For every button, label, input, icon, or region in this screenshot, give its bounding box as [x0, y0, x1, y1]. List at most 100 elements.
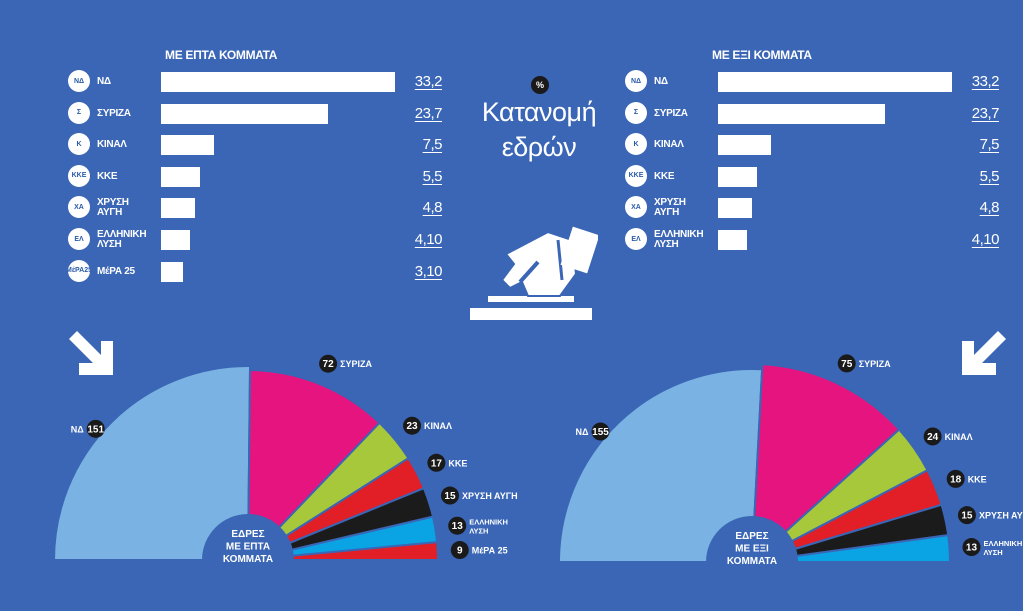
- seat-label: 23 ΚΙΝΑΛ: [403, 416, 452, 435]
- party-name: ΝΔ: [97, 76, 111, 87]
- bar-value-label: 7,5: [979, 136, 1000, 154]
- ballot-hand-icon: [470, 226, 598, 320]
- seat-party-label: ΕΛΛΗΝΙΚΗ: [983, 539, 1022, 548]
- bar-value-label: 4,10: [971, 231, 1000, 248]
- bar: [161, 72, 395, 92]
- bar: [161, 103, 329, 124]
- party-name: ΧΡΥΣΗ ΑΥΓΗ: [97, 197, 129, 219]
- bar-row: ΚΚΕ ΚΚΕ 5,5: [625, 164, 1005, 189]
- seat-slice: [751, 534, 952, 563]
- seat-label: 24 ΚΙΝΑΛ: [923, 427, 973, 446]
- seat-count-badge: [403, 416, 422, 435]
- seat-count: 155: [592, 427, 609, 438]
- party-name: ΣΥΡΙΖΑ: [654, 107, 688, 119]
- seat-count: 23: [406, 421, 418, 432]
- party-name: ΝΔ: [654, 76, 668, 87]
- right-panel-title: ΜΕ ΕΞΙ ΚΟΜΜΑΤΑ: [712, 48, 812, 62]
- seat-count-badge: [86, 419, 105, 438]
- seat-slice: [750, 363, 901, 565]
- center-label: ΜΕ ΕΞΙ: [735, 544, 769, 555]
- party-name: ΚΙΝΑΛ: [654, 139, 684, 151]
- seat-count: 151: [87, 424, 104, 435]
- bar-value-label: 33,2: [414, 73, 443, 90]
- seat-slice: [247, 541, 440, 561]
- party-name: ΧΡΥΣΗ ΑΥΓΗ: [654, 197, 686, 219]
- seat-label: 15 ΧΡΥΣΗ ΑΥΓΗ: [440, 486, 518, 505]
- party-name: ΕΛΛΗΝΙΚΗ ΛΥΣΗ: [97, 229, 147, 250]
- party-name: ΚΚΕ: [97, 170, 118, 182]
- bar-row: Σ ΣΥΡΙΖΑ 23,7: [68, 101, 448, 126]
- bar-value-label: 3,10: [414, 262, 443, 280]
- bar: [718, 103, 886, 124]
- bar-value-label: 5,5: [979, 167, 1000, 185]
- seat-party-label: ΚΚΕ: [968, 474, 987, 484]
- bar-row: ΝΔ ΝΔ 33,2: [68, 70, 448, 94]
- party-logo-icon: Κ: [68, 133, 90, 156]
- seat-count: 9: [457, 546, 463, 557]
- seat-party-label: ΝΔ: [71, 424, 84, 434]
- seat-count: 72: [323, 359, 335, 370]
- seat-party-label: ΛΥΣΗ: [983, 548, 1002, 557]
- party-logo-icon: ΝΔ: [625, 70, 647, 92]
- seat-party-label: ΕΛΛΗΝΙΚΗ: [469, 518, 508, 527]
- seat-count-badge: [448, 516, 467, 535]
- seat-count: 15: [961, 511, 973, 522]
- bar-value-label: 23,7: [414, 104, 443, 122]
- seat-label: 15 ΧΡΥΣΗ ΑΥΓΗ: [957, 506, 1023, 525]
- bar-value-label: 4,10: [414, 231, 443, 248]
- party-name: ΚΚΕ: [654, 170, 675, 182]
- seat-count-badge: [591, 422, 610, 441]
- party-logo-icon: Σ: [625, 101, 647, 124]
- arrow-down-left-icon: [962, 331, 1006, 375]
- bar-row: ΕΛ ΕΛΛΗΝΙΚΗ ΛΥΣΗ 4,10: [625, 228, 1005, 252]
- seat-slice: [557, 368, 764, 563]
- center-label: ΕΔΡΕΣ: [735, 531, 768, 542]
- party-logo-icon: ΕΛ: [625, 228, 647, 250]
- bar: [161, 230, 190, 250]
- seat-count-badge: [427, 453, 446, 472]
- party-logo-icon: ΚΚΕ: [68, 164, 90, 187]
- bar-row: Σ ΣΥΡΙΖΑ 23,7: [625, 101, 1005, 126]
- seat-label: 18 ΚΚΕ: [946, 469, 987, 488]
- seat-label: 72 ΣΥΡΙΖΑ: [319, 354, 373, 373]
- seat-party-label: ΣΥΡΙΖΑ: [859, 359, 891, 369]
- seat-party-label: ΧΡΥΣΗ ΑΥΓΗ: [462, 491, 518, 501]
- party-logo-icon: ΝΔ: [68, 70, 90, 92]
- seat-party-label: ΚΙΝΑΛ: [424, 421, 452, 431]
- party-name: ΜέΡΑ 25: [97, 265, 135, 277]
- party-logo-icon: ΧΑ: [68, 196, 90, 219]
- seat-count: 17: [431, 458, 443, 469]
- center-label: ΚΟΜΜΑΤΑ: [727, 556, 777, 567]
- bar-row: ΝΔ ΝΔ 33,2: [625, 70, 1005, 94]
- left-panel-title: ΜΕ ΕΠΤΑ ΚΟΜΜΑΤΑ: [165, 48, 278, 62]
- seat-party-label: ΜέΡΑ 25: [472, 546, 508, 556]
- seat-count: 18: [950, 474, 962, 485]
- party-logo-icon: ΚΚΕ: [625, 164, 647, 187]
- seat-party-label: ΧΡΥΣΗ ΑΥΓΗ: [979, 511, 1023, 521]
- bar: [718, 166, 757, 187]
- bar-value-label: 5,5: [422, 167, 443, 185]
- bar: [161, 198, 195, 219]
- bar-value-label: 33,2: [971, 73, 1000, 90]
- center-title-line2: εδρών: [501, 132, 577, 162]
- seat-party-label: ΚΙΝΑΛ: [945, 432, 973, 442]
- seat-party-label: ΝΔ: [576, 427, 589, 437]
- bar: [718, 198, 752, 219]
- seat-label: 17 ΚΚΕ: [427, 453, 467, 472]
- center-disc: [202, 514, 294, 606]
- seat-label: 9 ΜέΡΑ 25: [450, 541, 508, 560]
- bar: [718, 230, 747, 250]
- party-logo-icon: Σ: [68, 101, 90, 124]
- seat-slice: [246, 368, 381, 563]
- party-name: ΣΥΡΙΖΑ: [97, 107, 131, 119]
- party-logo-icon: ΕΛ: [68, 228, 90, 250]
- center-title-line1: Κατανομή: [481, 97, 597, 127]
- seat-count: 15: [444, 491, 456, 502]
- seat-count-badge: [962, 538, 981, 557]
- seat-count: 13: [452, 521, 464, 532]
